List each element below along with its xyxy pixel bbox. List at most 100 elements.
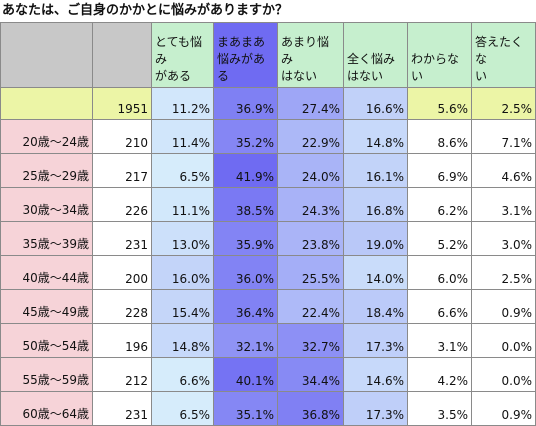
table-row: 55歳～59歳 212 6.6% 40.1% 34.4% 14.6% 4.2% 0.0% xyxy=(0,357,536,392)
value-cell: 7.1% xyxy=(471,119,536,154)
value-cell: 16.8% xyxy=(343,187,408,222)
value-cell: 16.6% xyxy=(343,87,408,120)
column-header: 全く悩み はない xyxy=(343,22,408,88)
value-cell: 17.3% xyxy=(343,323,408,358)
column-header: わからない xyxy=(407,22,472,88)
value-cell: 0.9% xyxy=(471,289,536,324)
value-cell: 35.1% xyxy=(213,391,278,426)
value-cell: 13.0% xyxy=(151,221,214,256)
header-blank-count xyxy=(92,22,152,88)
table-row: 40歳～44歳 200 16.0% 36.0% 25.5% 14.0% 6.0% 2.5% xyxy=(0,255,536,290)
row-label: 40歳～44歳 xyxy=(0,255,93,290)
value-cell: 6.5% xyxy=(151,153,214,188)
value-cell: 6.6% xyxy=(151,357,214,392)
sample-count: 217 xyxy=(92,153,152,188)
value-cell: 3.0% xyxy=(471,221,536,256)
column-header-text: わからない xyxy=(411,52,460,83)
value-cell: 23.8% xyxy=(277,221,344,256)
table-row: 25歳～29歳 217 6.5% 41.9% 24.0% 16.1% 6.9% 4.6% xyxy=(0,153,536,188)
sample-count: 200 xyxy=(92,255,152,290)
value-cell: 41.9% xyxy=(213,153,278,188)
table-row: 30歳～34歳 226 11.1% 38.5% 24.3% 16.8% 6.2% 3.1% xyxy=(0,187,536,222)
value-cell: 18.4% xyxy=(343,289,408,324)
sample-count: 231 xyxy=(92,221,152,256)
value-cell: 2.5% xyxy=(471,255,536,290)
value-cell: 3.5% xyxy=(407,391,472,426)
chart-title: あなたは、ご自身のかかとに悩みがありますか？ xyxy=(2,3,289,18)
value-cell: 5.6% xyxy=(407,87,472,120)
value-cell: 2.5% xyxy=(471,87,536,120)
row-label: 30歳～34歳 xyxy=(0,187,93,222)
table-row: 35歳～39歳 231 13.0% 35.9% 23.8% 19.0% 5.2% 3.0% xyxy=(0,221,536,256)
value-cell: 14.8% xyxy=(343,119,408,154)
value-cell: 0.0% xyxy=(471,323,536,358)
value-cell: 14.8% xyxy=(151,323,214,358)
row-label: 35歳～39歳 xyxy=(0,221,93,256)
value-cell: 5.2% xyxy=(407,221,472,256)
value-cell: 11.4% xyxy=(151,119,214,154)
column-header-text: とても悩み xyxy=(155,35,203,66)
value-cell: 24.0% xyxy=(277,153,344,188)
total-row: 1951 11.2% 36.9% 27.4% 16.6% 5.6% 2.5% xyxy=(0,87,536,120)
sample-count: 228 xyxy=(92,289,152,324)
column-header-text: あまり悩み xyxy=(281,35,330,66)
column-header: とても悩み がある xyxy=(151,22,214,88)
column-header: あまり悩み はない xyxy=(277,22,344,88)
value-cell: 6.0% xyxy=(407,255,472,290)
value-cell: 14.6% xyxy=(343,357,408,392)
value-cell: 40.1% xyxy=(213,357,278,392)
sample-count: 226 xyxy=(92,187,152,222)
row-label: 45歳～49歳 xyxy=(0,289,93,324)
value-cell: 36.0% xyxy=(213,255,278,290)
value-cell: 0.0% xyxy=(471,357,536,392)
table-row: 50歳～54歳 196 14.8% 32.1% 32.7% 17.3% 3.1% 0.0% xyxy=(0,323,536,358)
sample-count: 212 xyxy=(92,357,152,392)
column-header-text: い xyxy=(475,69,488,83)
row-label: 50歳～54歳 xyxy=(0,323,93,358)
value-cell: 6.6% xyxy=(407,289,472,324)
row-label: 55歳～59歳 xyxy=(0,357,93,392)
sample-count: 210 xyxy=(92,119,152,154)
value-cell: 36.9% xyxy=(213,87,278,120)
value-cell: 16.1% xyxy=(343,153,408,188)
value-cell: 15.4% xyxy=(151,289,214,324)
value-cell: 6.2% xyxy=(407,187,472,222)
value-cell: 3.1% xyxy=(471,187,536,222)
value-cell: 22.9% xyxy=(277,119,344,154)
value-cell: 11.2% xyxy=(151,87,214,120)
value-cell: 34.4% xyxy=(277,357,344,392)
value-cell: 14.0% xyxy=(343,255,408,290)
value-cell: 8.6% xyxy=(407,119,472,154)
row-label xyxy=(0,87,93,120)
value-cell: 22.4% xyxy=(277,289,344,324)
sample-count: 231 xyxy=(92,391,152,426)
data-table: とても悩み がある まあまあ 悩みがあるあまり悩み はない 全く悩み はない わからない 答えた… xyxy=(0,22,536,426)
value-cell: 36.8% xyxy=(277,391,344,426)
value-cell: 35.9% xyxy=(213,221,278,256)
value-cell: 24.3% xyxy=(277,187,344,222)
column-header-text: まあまあ xyxy=(217,35,266,49)
value-cell: 6.5% xyxy=(151,391,214,426)
value-cell: 27.4% xyxy=(277,87,344,120)
header-row: とても悩み がある まあまあ 悩みがあるあまり悩み はない 全く悩み はない わからない 答えた… xyxy=(0,22,536,88)
sample-count: 1951 xyxy=(92,87,152,120)
value-cell: 17.3% xyxy=(343,391,408,426)
column-header-text: がある xyxy=(155,69,192,83)
sample-count: 196 xyxy=(92,323,152,358)
table-row: 60歳～64歳 231 6.5% 35.1% 36.8% 17.3% 3.5% 0.9% xyxy=(0,391,536,426)
header-blank-label xyxy=(0,22,93,88)
value-cell: 16.0% xyxy=(151,255,214,290)
value-cell: 32.1% xyxy=(213,323,278,358)
value-cell: 11.1% xyxy=(151,187,214,222)
row-label: 60歳～64歳 xyxy=(0,391,93,426)
value-cell: 35.2% xyxy=(213,119,278,154)
column-header-text: る xyxy=(217,69,230,83)
column-header-text: はない xyxy=(281,69,318,83)
value-cell: 6.9% xyxy=(407,153,472,188)
value-cell: 3.1% xyxy=(407,323,472,358)
value-cell: 0.9% xyxy=(471,391,536,426)
table-row: 45歳～49歳 228 15.4% 36.4% 22.4% 18.4% 6.6% 0.9% xyxy=(0,289,536,324)
table-row: 20歳～24歳 210 11.4% 35.2% 22.9% 14.8% 8.6% 7.1% xyxy=(0,119,536,154)
value-cell: 38.5% xyxy=(213,187,278,222)
